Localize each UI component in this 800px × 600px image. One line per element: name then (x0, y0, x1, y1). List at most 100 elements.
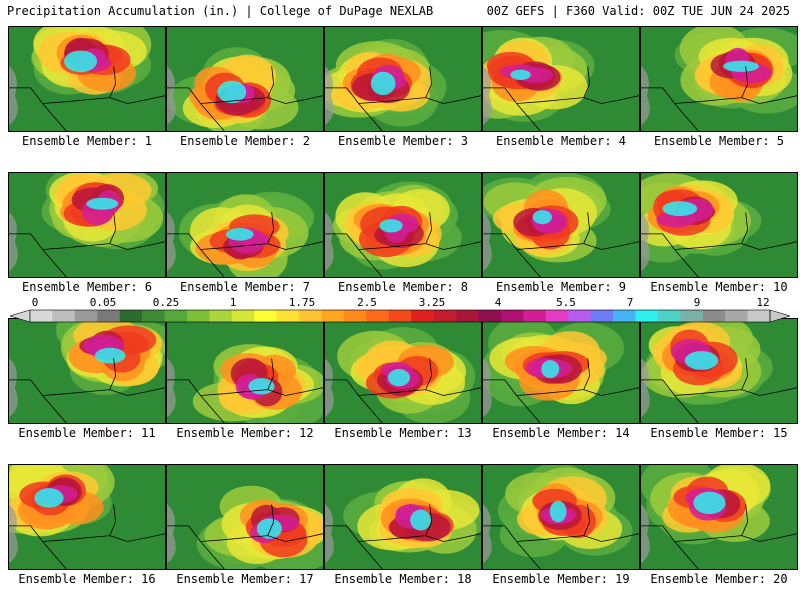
precip-colorbar (10, 309, 790, 323)
page-title: Precipitation Accumulation (in.) | Colle… (7, 4, 434, 18)
member-label-8: Ensemble Member: 8 (337, 280, 469, 294)
member-label-11: Ensemble Member: 11 (18, 426, 156, 440)
precip-field (641, 465, 797, 569)
precip-field (483, 319, 639, 423)
precip-field (325, 173, 481, 277)
member-label-19: Ensemble Member: 19 (492, 572, 630, 586)
colorbar-swatch (321, 310, 345, 322)
member-label-2: Ensemble Member: 2 (179, 134, 311, 148)
member-label-12: Ensemble Member: 12 (176, 426, 314, 440)
colorbar-tick-label: 0.05 (89, 296, 117, 309)
member-label-17: Ensemble Member: 17 (176, 572, 314, 586)
colorbar-tick-label: 7 (626, 296, 634, 309)
precip-field (325, 465, 481, 569)
precip-field (9, 173, 165, 277)
map-panel-9 (482, 172, 640, 278)
colorbar-swatch (97, 310, 120, 322)
precip-field (483, 173, 639, 277)
colorbar-swatch (613, 310, 636, 322)
member-label-4: Ensemble Member: 4 (495, 134, 627, 148)
map-panel-12 (166, 318, 324, 424)
run-info: 00Z GEFS | F360 Valid: 00Z TUE JUN 24 20… (486, 4, 790, 18)
precip-field (325, 27, 481, 131)
map-panel-14 (482, 318, 640, 424)
precip-field (641, 173, 797, 277)
colorbar-swatch (186, 310, 210, 322)
colorbar-high-arrow (769, 309, 790, 323)
colorbar-swatch (276, 310, 300, 322)
map-panel-8 (324, 172, 482, 278)
colorbar-swatch (680, 310, 704, 322)
colorbar-swatch (568, 310, 591, 322)
colorbar-swatch (590, 310, 614, 322)
map-panel-3 (324, 26, 482, 132)
precip-field (9, 319, 165, 423)
precip-field (167, 173, 323, 277)
member-label-6: Ensemble Member: 6 (21, 280, 153, 294)
colorbar-swatch (254, 310, 277, 322)
precip-field (641, 27, 797, 131)
colorbar-swatch (500, 310, 524, 322)
colorbar-swatch (747, 310, 771, 322)
colorbar-swatch (164, 310, 188, 322)
precip-field (167, 465, 323, 569)
map-panel-2 (166, 26, 324, 132)
map-panel-10 (640, 172, 798, 278)
precip-field (325, 319, 481, 423)
map-panel-19 (482, 464, 640, 570)
member-label-5: Ensemble Member: 5 (653, 134, 785, 148)
colorbar-tick-label: 4 (494, 296, 502, 309)
colorbar-swatch (725, 310, 748, 322)
colorbar-swatch (523, 310, 547, 322)
member-label-18: Ensemble Member: 18 (334, 572, 472, 586)
colorbar-swatch (231, 310, 255, 322)
colorbar-swatch (411, 310, 434, 322)
precip-field (9, 465, 165, 569)
colorbar-swatch (478, 310, 502, 322)
colorbar-swatch (702, 310, 726, 322)
map-panel-15 (640, 318, 798, 424)
map-panel-11 (8, 318, 166, 424)
colorbar-tick-label: 2.5 (357, 296, 377, 309)
colorbar-tick-label: 1 (229, 296, 237, 309)
precip-field (483, 465, 639, 569)
precip-field (641, 319, 797, 423)
colorbar-tick-label: 0.25 (152, 296, 180, 309)
member-label-16: Ensemble Member: 16 (18, 572, 156, 586)
map-panel-4 (482, 26, 640, 132)
colorbar-swatch (456, 310, 479, 322)
precip-field (483, 27, 639, 131)
colorbar-tick-label: 5.5 (556, 296, 576, 309)
map-panel-7 (166, 172, 324, 278)
colorbar-swatch (119, 310, 143, 322)
colorbar-tick-label: 1.75 (288, 296, 316, 309)
colorbar-tick-label: 9 (693, 296, 701, 309)
map-panel-17 (166, 464, 324, 570)
member-label-14: Ensemble Member: 14 (492, 426, 630, 440)
colorbar-swatch (657, 310, 681, 322)
member-label-9: Ensemble Member: 9 (495, 280, 627, 294)
precip-field (9, 27, 165, 131)
colorbar-swatch (142, 310, 165, 322)
colorbar-swatch (388, 310, 412, 322)
colorbar-swatch (343, 310, 367, 322)
member-label-15: Ensemble Member: 15 (650, 426, 788, 440)
colorbar-low-arrow (10, 309, 31, 323)
member-label-1: Ensemble Member: 1 (21, 134, 153, 148)
colorbar-swatch (209, 310, 233, 322)
member-label-13: Ensemble Member: 13 (334, 426, 472, 440)
colorbar-swatch (74, 310, 98, 322)
precip-field (167, 27, 323, 131)
colorbar-swatch (433, 310, 457, 322)
map-panel-1 (8, 26, 166, 132)
map-panel-6 (8, 172, 166, 278)
colorbar-swatch (635, 310, 659, 322)
colorbar-swatch (545, 310, 569, 322)
colorbar-swatch (299, 310, 322, 322)
colorbar-tick-label: 12 (756, 296, 770, 309)
member-label-10: Ensemble Member: 10 (650, 280, 788, 294)
member-label-3: Ensemble Member: 3 (337, 134, 469, 148)
colorbar-swatch (52, 310, 76, 322)
map-panel-18 (324, 464, 482, 570)
map-panel-20 (640, 464, 798, 570)
